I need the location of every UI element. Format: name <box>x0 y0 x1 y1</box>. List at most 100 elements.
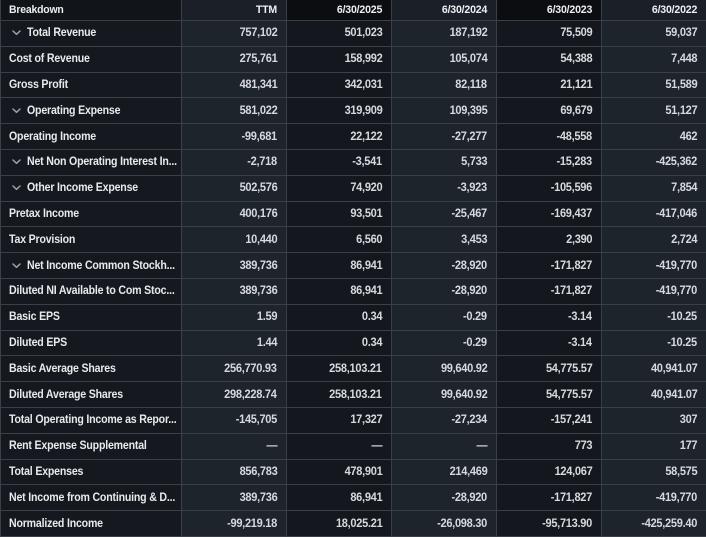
row-label-cell: Cost of Revenue <box>1 46 182 73</box>
table-cell: -105,596 <box>497 175 602 202</box>
cell-value: 40,941.07 <box>650 362 697 375</box>
cell-value: 7,448 <box>670 53 697 66</box>
cell-value: 389,736 <box>239 259 277 272</box>
row-label-cell: Normalized Income <box>1 511 182 537</box>
row-label-cell: Gross Profit <box>1 72 182 99</box>
cell-value: -419,770 <box>655 285 698 298</box>
table-cell: 105,074 <box>392 46 497 73</box>
table-cell: 21,121 <box>497 72 602 99</box>
cell-value: 2,724 <box>670 233 697 246</box>
cell-value: 1.44 <box>256 336 278 349</box>
table-cell: 74,920 <box>287 175 392 202</box>
cell-value: 51,127 <box>664 104 697 117</box>
column-header: Breakdown <box>1 0 182 21</box>
table-cell: 757,102 <box>182 21 287 47</box>
table-cell: 86,941 <box>287 278 392 305</box>
cell-value: 3,453 <box>460 233 487 246</box>
table-cell: -26,098.30 <box>392 511 497 537</box>
cell-value: — <box>476 440 487 453</box>
row-label-cell[interactable]: Total Revenue <box>1 21 182 47</box>
cell-value: 478,901 <box>344 465 382 478</box>
table-cell: 22,122 <box>287 124 392 150</box>
cell-value: -10.25 <box>667 336 697 349</box>
row-label-cell: Total Expenses <box>1 459 182 486</box>
cell-value: 17,327 <box>349 414 382 427</box>
table-cell: -419,770 <box>602 278 706 305</box>
row-label-cell: Diluted NI Available to Com Stoc... <box>1 278 182 305</box>
cell-value: -425,362 <box>655 156 698 169</box>
row-label-cell: Basic EPS <box>1 304 182 331</box>
row-label: Total Operating Income as Repor... <box>9 414 177 427</box>
cell-value: -2,718 <box>247 156 277 169</box>
table-cell: -3.14 <box>497 304 602 331</box>
row-label: Diluted EPS <box>9 336 67 349</box>
table-cell: -99,219.18 <box>182 511 287 537</box>
table-cell: -425,362 <box>602 149 706 176</box>
table-cell: -28,920 <box>392 253 497 279</box>
row-label: Operating Expense <box>27 104 121 117</box>
table-cell: 478,901 <box>287 459 392 486</box>
table-cell: 400,176 <box>182 201 287 228</box>
table-cell: 856,783 <box>182 459 287 486</box>
row-label-cell: Diluted Average Shares <box>1 382 182 408</box>
table-cell: 1.44 <box>182 330 287 357</box>
table-cell: 298,228.74 <box>182 382 287 408</box>
cell-value: -171,827 <box>550 285 593 298</box>
table-cell: 51,127 <box>602 98 706 125</box>
table-cell: 109,395 <box>392 98 497 125</box>
column-header-label: 6/30/2025 <box>336 4 382 16</box>
row-label: Diluted Average Shares <box>9 388 123 401</box>
cell-value: 0.34 <box>361 311 383 324</box>
cell-value: 400,176 <box>239 207 277 220</box>
table-cell: 187,192 <box>392 21 497 47</box>
table-cell: 342,031 <box>287 72 392 99</box>
table-cell: 86,941 <box>287 253 392 279</box>
table-cell: -171,827 <box>497 485 602 512</box>
table-cell: -0.29 <box>392 330 497 357</box>
table-cell: -425,259.40 <box>602 511 706 537</box>
cell-value: 99,640.92 <box>440 388 487 401</box>
cell-value: 22,122 <box>349 130 382 143</box>
cell-value: -95,713.90 <box>542 517 592 530</box>
row-label-cell[interactable]: Net Income Common Stockh... <box>1 253 182 279</box>
table-cell: 58,575 <box>602 459 706 486</box>
cell-value: 502,576 <box>239 182 277 195</box>
cell-value: 1.59 <box>256 311 278 324</box>
cell-value: -99,219.18 <box>227 517 277 530</box>
cell-value: -169,437 <box>550 207 593 220</box>
cell-value: 58,575 <box>664 465 697 478</box>
table-cell: 502,576 <box>182 175 287 202</box>
cell-value: -0.29 <box>463 336 487 349</box>
table-cell: -171,827 <box>497 253 602 279</box>
table-cell: 2,390 <box>497 227 602 254</box>
table-cell: -2,718 <box>182 149 287 176</box>
table-cell: 99,640.92 <box>392 382 497 408</box>
cell-value: 177 <box>679 440 697 453</box>
row-label-cell: Rent Expense Supplemental <box>1 433 182 460</box>
table-cell: 275,761 <box>182 46 287 73</box>
cell-value: 501,023 <box>344 27 382 40</box>
table-cell: -169,437 <box>497 201 602 228</box>
row-label: Tax Provision <box>9 233 76 246</box>
cell-value: -10.25 <box>667 311 697 324</box>
cell-value: -419,770 <box>655 259 698 272</box>
cell-value: 18,025.21 <box>335 517 382 530</box>
table-cell: 10,440 <box>182 227 287 254</box>
row-label-cell: Pretax Income <box>1 201 182 228</box>
table-cell: -417,046 <box>602 201 706 228</box>
table-cell: 59,037 <box>602 21 706 47</box>
row-label-cell[interactable]: Net Non Operating Interest In... <box>1 149 182 176</box>
cell-value: -28,920 <box>451 285 488 298</box>
table-cell: 82,118 <box>392 72 497 99</box>
row-label-cell[interactable]: Operating Expense <box>1 98 182 125</box>
table-cell: 581,022 <box>182 98 287 125</box>
column-header-label: 6/30/2022 <box>651 4 697 16</box>
table-cell: 124,067 <box>497 459 602 486</box>
row-label-cell[interactable]: Other Income Expense <box>1 175 182 202</box>
table-cell: 54,775.57 <box>497 382 602 408</box>
table-cell: -171,827 <box>497 278 602 305</box>
cell-value: 69,679 <box>559 104 592 117</box>
table-cell: — <box>182 433 287 460</box>
cell-value: 10,440 <box>244 233 277 246</box>
table-cell: 258,103.21 <box>287 382 392 408</box>
